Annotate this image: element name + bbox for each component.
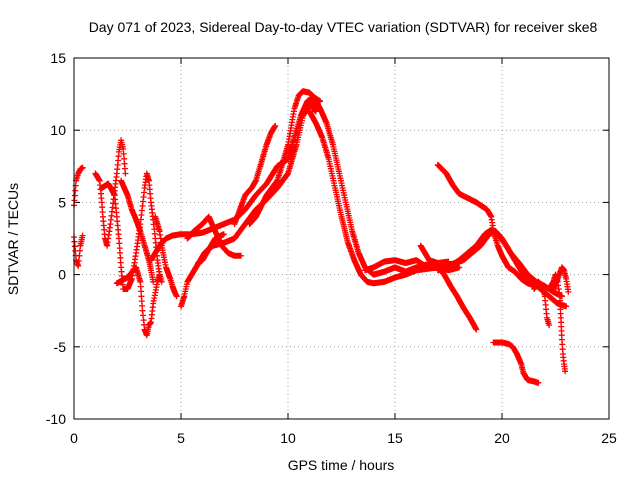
series-track-6 xyxy=(118,177,157,285)
series-track-12 xyxy=(231,122,279,228)
x-tick-label: 5 xyxy=(177,430,185,446)
y-tick-label: 0 xyxy=(58,267,66,283)
data-point-markers xyxy=(71,164,86,209)
data-point-markers xyxy=(434,264,480,333)
y-tick-label: 5 xyxy=(58,194,66,210)
series-track-7 xyxy=(152,213,180,300)
series-track-20 xyxy=(434,264,480,333)
series-track-19 xyxy=(434,161,548,292)
data-point-markers xyxy=(92,137,129,249)
series-track-16 xyxy=(362,257,441,274)
series-track-4 xyxy=(98,170,165,292)
data-point-markers xyxy=(362,257,441,274)
x-axis-ticks: 0 5 10 15 20 25 xyxy=(70,58,617,446)
plot-area xyxy=(71,88,572,386)
data-point-markers xyxy=(550,264,572,295)
x-tick-label: 20 xyxy=(494,430,510,446)
x-tick-label: 0 xyxy=(70,430,78,446)
x-tick-label: 25 xyxy=(601,430,617,446)
data-point-markers xyxy=(531,278,553,329)
x-axis-label: GPS time / hours xyxy=(288,457,395,473)
series-track-22 xyxy=(531,278,553,329)
chart-title: Day 071 of 2023, Sidereal Day-to-day VTE… xyxy=(89,19,598,35)
y-tick-label: -5 xyxy=(54,339,67,355)
data-point-markers xyxy=(118,177,157,285)
series-track-24 xyxy=(550,264,572,295)
data-point-markers xyxy=(195,231,227,266)
series-track-21 xyxy=(490,339,542,386)
series-track-11 xyxy=(195,231,227,266)
x-tick-label: 15 xyxy=(387,430,403,446)
y-axis-label: SDTVAR / TECUs xyxy=(5,183,21,295)
data-point-markers xyxy=(490,339,542,386)
series-track-3 xyxy=(92,137,129,249)
y-tick-label: 15 xyxy=(50,50,66,66)
plot-frame xyxy=(73,57,610,420)
data-point-markers xyxy=(71,232,86,269)
series-track-1 xyxy=(71,164,86,209)
y-tick-label: 10 xyxy=(50,122,66,138)
series-track-2 xyxy=(71,232,86,269)
data-point-markers xyxy=(434,161,548,292)
data-point-markers xyxy=(231,122,279,228)
data-point-markers xyxy=(246,88,324,228)
series-track-13 xyxy=(246,88,324,228)
data-point-markers xyxy=(98,170,165,292)
data-point-markers xyxy=(152,213,180,300)
x-tick-label: 10 xyxy=(280,430,296,446)
y-axis-ticks: -10 -5 0 5 10 15 xyxy=(46,50,609,427)
series-track-5 xyxy=(113,264,163,339)
y-tick-label: -10 xyxy=(46,411,66,427)
data-point-markers xyxy=(113,264,163,339)
